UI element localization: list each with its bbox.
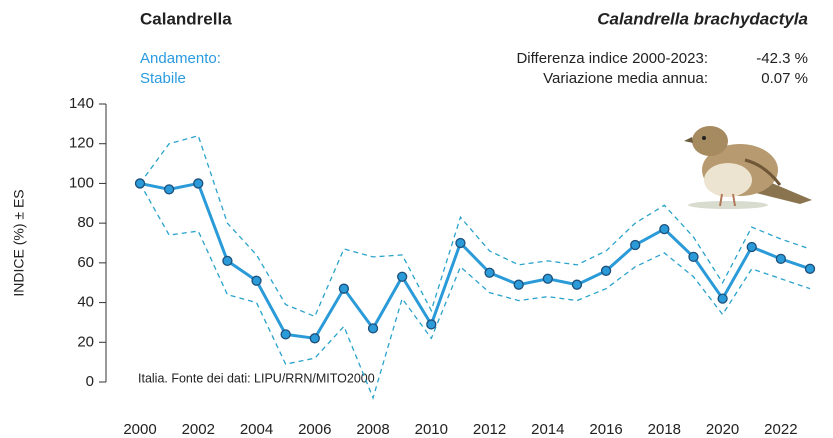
x-tick-label: 2008 [356,421,389,438]
stat-value: -42.3 % [756,50,808,67]
x-tick-label: 2004 [240,421,273,438]
y-tick-label: 100 [69,174,94,191]
data-point [455,237,466,249]
data-point [775,253,787,265]
data-point [688,251,699,263]
index-line [139,181,811,340]
data-point [804,263,816,274]
data-point [659,223,670,235]
data-point [397,271,408,282]
chart-subtitle: Calandrella brachydactyla [597,9,808,28]
y-tick-label: 20 [77,333,94,350]
data-point [367,323,379,334]
x-tick-label: 2002 [182,421,215,438]
x-tick-label: 2014 [531,421,564,438]
stat-value: 0.07 % [761,70,808,87]
chart-title: Calandrella [140,9,232,28]
data-point [542,273,553,284]
y-tick-label: 140 [69,95,94,112]
y-tick-label: 80 [77,214,94,231]
data-point [251,275,262,286]
data-point [193,178,204,189]
data-point [484,267,495,278]
data-point [338,283,350,294]
x-tick-label: 2016 [589,421,622,438]
data-point [600,265,612,276]
y-axis-label: INDICE (%) ± ES [11,189,27,296]
source-note: Italia. Fonte dei dati: LIPU/RRN/MITO200… [138,371,375,385]
data-point [630,239,641,251]
bird-illustration [684,126,812,209]
x-tick-label: 2020 [706,421,739,438]
data-point [513,279,524,290]
data-point [222,255,233,267]
data-point [717,293,728,304]
data-point [746,241,757,253]
data-point [163,184,175,195]
data-point [571,279,583,290]
x-tick-label: 2012 [473,421,506,438]
x-tick-label: 2022 [764,421,797,438]
data-point [280,329,291,340]
x-tick-label: 2006 [298,421,331,438]
y-tick-label: 0 [86,373,94,390]
y-tick-label: 40 [77,294,94,311]
trend-value: Stabile [140,70,186,87]
y-tick-label: 120 [69,135,94,152]
stat-label: Differenza indice 2000-2023: [516,50,708,67]
trend-label: Andamento: [140,50,221,67]
error-band-line [139,134,811,318]
y-tick-label: 60 [77,254,94,271]
data-point [426,319,437,330]
x-tick-label: 2018 [648,421,681,438]
stat-label: Variazione media annua: [543,70,708,87]
x-tick-label: 2000 [123,421,156,438]
x-tick-label: 2010 [415,421,448,438]
error-band-line [139,183,811,400]
data-point [309,333,320,344]
data-point [134,178,146,189]
